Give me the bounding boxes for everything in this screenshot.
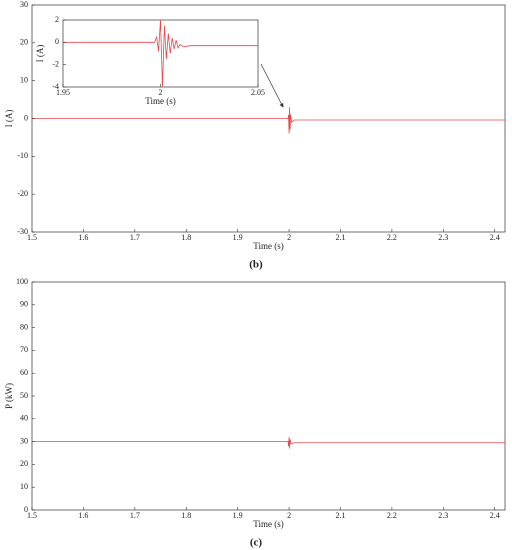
x-tick-label: 2 xyxy=(287,233,291,242)
caption: (b) xyxy=(249,259,263,271)
x-tick-label: 1.8 xyxy=(181,511,191,520)
y-tick-label: 60 xyxy=(20,368,28,377)
y-tick-label: 90 xyxy=(20,300,28,309)
y-tick-label: 30 xyxy=(20,436,28,445)
x-tick-label: 1.95 xyxy=(56,88,70,97)
y-tick-label: 20 xyxy=(20,38,28,47)
x-tick-label: 1.7 xyxy=(130,233,140,242)
y-axis-label: P (kW) xyxy=(4,383,14,409)
x-tick-label: 1.8 xyxy=(181,233,191,242)
y-tick-label: -30 xyxy=(17,227,28,236)
x-tick-label: 2.1 xyxy=(335,511,345,520)
y-tick-label: 80 xyxy=(20,322,28,331)
y-tick-label: 10 xyxy=(20,482,28,491)
y-tick-label: 70 xyxy=(20,345,28,354)
x-tick-label: 1.6 xyxy=(78,233,88,242)
data-line xyxy=(32,107,505,134)
y-tick-label: 40 xyxy=(20,414,28,423)
caption: (c) xyxy=(250,537,263,549)
x-axis-label: Time (s) xyxy=(253,241,283,251)
y-tick-label: -10 xyxy=(17,151,28,160)
x-tick-label: 2.3 xyxy=(438,511,448,520)
data-line xyxy=(32,437,505,449)
x-tick-label: 1.6 xyxy=(78,511,88,520)
y-axis-label: I (A) xyxy=(35,45,45,63)
x-tick-label: 2 xyxy=(287,511,291,520)
y-tick-label: 100 xyxy=(16,277,28,286)
y-tick-label: 0 xyxy=(24,505,28,514)
x-axis-label: Time (s) xyxy=(253,519,283,529)
data-line xyxy=(63,19,258,88)
x-tick-label: 1.7 xyxy=(130,511,140,520)
x-tick-label: 2 xyxy=(159,88,163,97)
x-tick-label: 2.3 xyxy=(438,233,448,242)
y-tick-label: 30 xyxy=(20,0,28,9)
x-tick-label: 2.2 xyxy=(387,511,397,520)
x-tick-label: 1.9 xyxy=(233,233,243,242)
y-tick-label: 10 xyxy=(20,75,28,84)
y-tick-label: -2 xyxy=(52,59,59,68)
x-tick-label: 2.4 xyxy=(490,233,500,242)
x-tick-label: 2.2 xyxy=(387,233,397,242)
y-tick-label: 0 xyxy=(55,37,59,46)
y-axis-label: I (A) xyxy=(4,110,14,128)
y-tick-label: -4 xyxy=(52,82,59,91)
y-tick-label: 2 xyxy=(55,15,59,24)
plot-area xyxy=(31,281,506,511)
y-tick-label: -20 xyxy=(17,189,28,198)
x-axis-label: Time (s) xyxy=(145,96,175,106)
y-tick-label: 0 xyxy=(24,113,28,122)
zoom-arrow xyxy=(260,63,284,108)
x-tick-label: 2.4 xyxy=(490,511,500,520)
x-tick-label: 2.05 xyxy=(251,88,265,97)
x-tick-label: 1.9 xyxy=(233,511,243,520)
x-tick-label: 1.5 xyxy=(27,511,37,520)
y-tick-label: 20 xyxy=(20,459,28,468)
x-tick-label: 2.1 xyxy=(335,233,345,242)
y-tick-label: 50 xyxy=(20,391,28,400)
x-tick-label: 1.5 xyxy=(27,233,37,242)
